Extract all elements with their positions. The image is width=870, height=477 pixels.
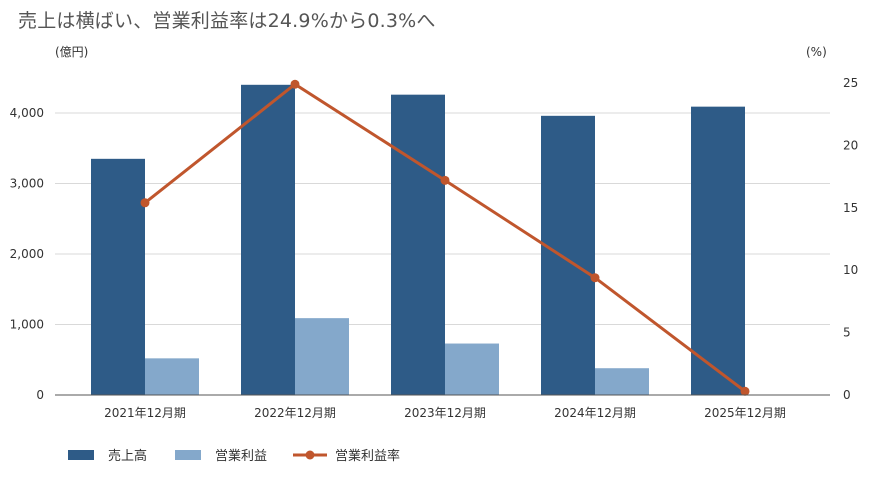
legend-swatch [175, 450, 201, 460]
bars [91, 84, 745, 396]
y-right-tick-label: 10 [843, 263, 858, 277]
margin-line [140, 79, 750, 396]
operating-profit-bar [295, 318, 349, 395]
legend-label: 営業利益率 [335, 448, 400, 464]
y-right-tick-label: 20 [843, 138, 858, 152]
operating-profit-bar [595, 368, 649, 395]
x-tick-label: 2024年12月期 [554, 406, 636, 420]
x-tick-label: 2025年12月期 [704, 406, 786, 420]
y-left-tick-label: 1,000 [10, 318, 44, 332]
y-right-tick-label: 0 [843, 388, 851, 402]
sales-bar [541, 115, 595, 395]
y-left-tick-label: 2,000 [10, 247, 44, 261]
operating-margin-point [140, 198, 150, 208]
legend: 売上高 営業利益 営業利益率 [68, 448, 400, 464]
x-tick-label: 2021年12月期 [104, 406, 186, 420]
operating-margin-point [590, 273, 600, 283]
operating-profit-bar [445, 343, 499, 395]
y-right-unit: (%) [806, 45, 827, 59]
y-left-unit: (億円) [55, 45, 88, 59]
legend-swatch-marker [305, 450, 315, 460]
sales-bar [391, 94, 445, 396]
y-right-tick-label: 25 [843, 76, 858, 90]
operating-margin-point [740, 386, 750, 396]
x-tick-label: 2022年12月期 [254, 406, 336, 420]
y-left-tick-label: 4,000 [10, 106, 44, 120]
sales-bar [91, 158, 145, 395]
operating-margin-point [290, 79, 300, 89]
chart-title: 売上は横ばい、営業利益率は24.9%から0.3%へ [18, 10, 436, 32]
sales-bar [241, 84, 295, 396]
x-tick-label: 2023年12月期 [404, 406, 486, 420]
legend-label: 売上高 [108, 448, 147, 464]
legend-label: 営業利益 [215, 448, 267, 464]
legend-swatch [68, 450, 94, 460]
y-left-tick-label: 0 [36, 388, 44, 402]
y-left-tick-label: 3,000 [10, 177, 44, 191]
y-right-tick-label: 5 [843, 326, 851, 340]
y-right-tick-label: 15 [843, 201, 858, 215]
operating-margin-point [440, 175, 450, 185]
axes: 0 1,000 2,000 3,000 4,000 (億円) 0 5 10 15 20 25 (%) 20… [10, 45, 859, 420]
sales-bar [691, 106, 745, 395]
operating-profit-bar [145, 358, 199, 395]
